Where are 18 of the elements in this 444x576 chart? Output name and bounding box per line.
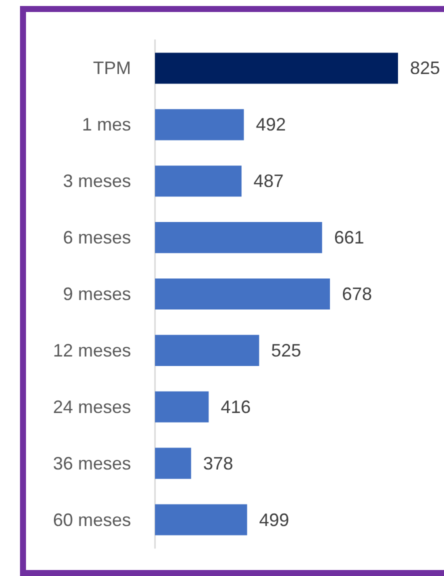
y-tick-label: 9 meses bbox=[62, 284, 131, 304]
data-label: 678 bbox=[342, 284, 372, 304]
data-label: 661 bbox=[334, 228, 364, 248]
y-tick-label: 24 meses bbox=[52, 396, 131, 417]
y-tick-label: 6 meses bbox=[62, 228, 131, 248]
data-label: 825 bbox=[410, 58, 440, 78]
y-tick-label: TPM bbox=[93, 58, 131, 78]
y-tick-label: 1 mes bbox=[82, 114, 131, 135]
data-label: 378 bbox=[203, 453, 234, 474]
y-tick-label: 60 meses bbox=[52, 510, 131, 530]
data-label: 487 bbox=[254, 171, 284, 192]
y-tick-label: 36 meses bbox=[52, 453, 131, 474]
y-tick-label: 3 meses bbox=[62, 171, 131, 192]
data-label: 525 bbox=[271, 340, 302, 360]
data-label: 492 bbox=[256, 114, 286, 135]
data-label: 499 bbox=[259, 510, 290, 530]
data-label: 416 bbox=[220, 396, 251, 417]
y-tick-label: 12 meses bbox=[52, 340, 131, 360]
